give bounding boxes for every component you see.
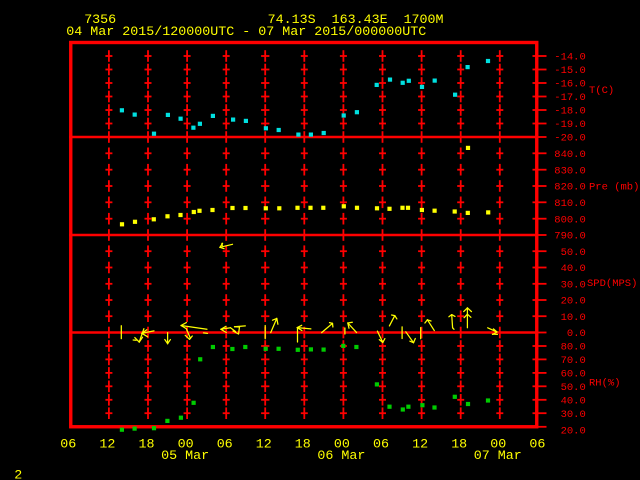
svg-text:SPD(MPS): SPD(MPS) <box>587 278 637 290</box>
svg-text:12: 12 <box>412 438 428 453</box>
svg-text:06: 06 <box>529 438 545 453</box>
svg-text:790.0: 790.0 <box>554 231 586 243</box>
svg-text:840.0: 840.0 <box>554 149 586 161</box>
svg-text:30.0: 30.0 <box>561 409 586 421</box>
svg-text:Pre (mb): Pre (mb) <box>589 182 639 194</box>
svg-text:-14.0: -14.0 <box>554 52 586 64</box>
svg-text:820.0: 820.0 <box>554 182 586 194</box>
svg-text:20.0: 20.0 <box>561 425 586 437</box>
svg-text:06: 06 <box>373 438 389 453</box>
svg-text:810.0: 810.0 <box>554 198 586 210</box>
svg-text:-15.0: -15.0 <box>554 65 586 77</box>
svg-text:30.0: 30.0 <box>561 279 586 291</box>
svg-text:2: 2 <box>14 468 22 480</box>
svg-text:-16.0: -16.0 <box>554 79 586 91</box>
svg-text:50.0: 50.0 <box>561 247 586 259</box>
svg-text:T(C): T(C) <box>589 85 614 97</box>
svg-text:50.0: 50.0 <box>561 382 586 394</box>
svg-text:-20.0: -20.0 <box>554 133 586 145</box>
svg-text:-19.0: -19.0 <box>554 119 586 131</box>
svg-text:70.0: 70.0 <box>561 355 586 367</box>
svg-text:0.0: 0.0 <box>567 328 586 340</box>
svg-text:800.0: 800.0 <box>554 214 586 226</box>
svg-text:06 Mar: 06 Mar <box>317 449 365 464</box>
svg-text:40.0: 40.0 <box>561 263 586 275</box>
svg-text:04 Mar 2015/120000UTC - 07 Mar: 04 Mar 2015/120000UTC - 07 Mar 2015/0000… <box>66 25 426 40</box>
svg-text:05 Mar: 05 Mar <box>161 449 209 464</box>
svg-text:RH(%): RH(%) <box>589 378 621 390</box>
svg-text:-18.0: -18.0 <box>554 106 586 118</box>
svg-text:20.0: 20.0 <box>561 296 586 308</box>
svg-text:10.0: 10.0 <box>561 312 586 324</box>
svg-text:06: 06 <box>60 438 76 453</box>
svg-text:830.0: 830.0 <box>554 165 586 177</box>
svg-text:06: 06 <box>217 438 233 453</box>
svg-text:18: 18 <box>451 438 467 453</box>
svg-text:18: 18 <box>295 438 311 453</box>
svg-text:80.0: 80.0 <box>561 342 586 354</box>
svg-text:60.0: 60.0 <box>561 369 586 381</box>
svg-text:-17.0: -17.0 <box>554 92 586 104</box>
svg-text:00: 00 <box>334 438 350 453</box>
svg-text:07 Mar: 07 Mar <box>474 449 522 464</box>
svg-text:7356: 7356 <box>84 13 116 28</box>
svg-text:00: 00 <box>490 438 506 453</box>
svg-text:40.0: 40.0 <box>561 396 586 408</box>
svg-text:18: 18 <box>139 438 155 453</box>
svg-text:00: 00 <box>178 438 194 453</box>
svg-text:74.13S 163.43E 1700M: 74.13S 163.43E 1700M <box>268 13 444 28</box>
svg-text:12: 12 <box>256 438 272 453</box>
svg-text:12: 12 <box>99 438 115 453</box>
